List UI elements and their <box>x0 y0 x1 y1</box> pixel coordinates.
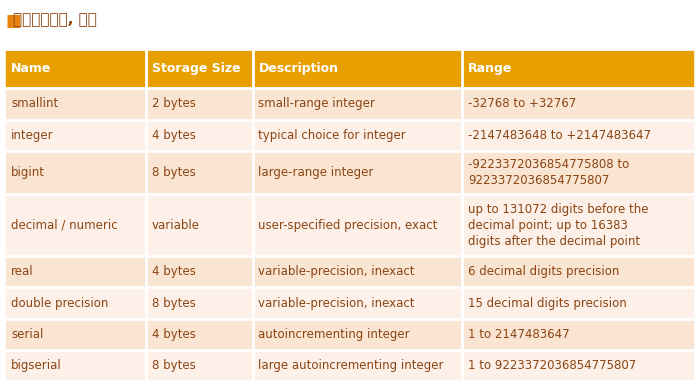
Text: 8 bytes: 8 bytes <box>152 166 196 179</box>
Text: 4 bytes: 4 bytes <box>152 129 196 142</box>
Text: user-specified precision, exact: user-specified precision, exact <box>258 219 438 231</box>
Text: 1 to 2147483647: 1 to 2147483647 <box>468 328 569 341</box>
Text: Range: Range <box>468 62 512 75</box>
Text: variable-precision, inexact: variable-precision, inexact <box>258 265 415 278</box>
Text: variable-precision, inexact: variable-precision, inexact <box>258 296 415 310</box>
Text: variable: variable <box>152 219 200 231</box>
Text: up to 131072 digits before the
decimal point; up to 16383
digits after the decim: up to 131072 digits before the decimal p… <box>468 203 649 247</box>
Text: 8 bytes: 8 bytes <box>152 359 196 372</box>
Text: -9223372036854775808 to
9223372036854775807: -9223372036854775808 to 9223372036854775… <box>468 158 629 187</box>
Text: autoincrementing integer: autoincrementing integer <box>258 328 410 341</box>
Text: Storage Size: Storage Size <box>152 62 241 75</box>
Text: serial: serial <box>11 328 44 341</box>
Text: -32768 to +32767: -32768 to +32767 <box>468 98 576 110</box>
Text: bigint: bigint <box>11 166 45 179</box>
Text: large autoincrementing integer: large autoincrementing integer <box>258 359 444 372</box>
Text: bigserial: bigserial <box>11 359 62 372</box>
Text: 4 bytes: 4 bytes <box>152 265 196 278</box>
Text: decimal / numeric: decimal / numeric <box>11 219 118 231</box>
Text: real: real <box>11 265 34 278</box>
Text: 15 decimal digits precision: 15 decimal digits precision <box>468 296 626 310</box>
Text: typical choice for integer: typical choice for integer <box>258 129 406 142</box>
Text: 4 bytes: 4 bytes <box>152 328 196 341</box>
Text: 1 to 9223372036854775807: 1 to 9223372036854775807 <box>468 359 636 372</box>
Text: ■: ■ <box>6 12 22 30</box>
Text: large-range integer: large-range integer <box>258 166 374 179</box>
Text: integer: integer <box>11 129 54 142</box>
Text: Name: Name <box>11 62 52 75</box>
Text: smallint: smallint <box>11 98 58 110</box>
Text: double precision: double precision <box>11 296 109 310</box>
Text: -2147483648 to +2147483647: -2147483648 to +2147483647 <box>468 129 651 142</box>
Text: 8 bytes: 8 bytes <box>152 296 196 310</box>
Text: 2 bytes: 2 bytes <box>152 98 196 110</box>
Text: Description: Description <box>258 62 338 75</box>
Text: 6 decimal digits precision: 6 decimal digits precision <box>468 265 619 278</box>
Text: 常用数据类型, 数字: 常用数据类型, 数字 <box>13 12 97 28</box>
Text: small-range integer: small-range integer <box>258 98 375 110</box>
